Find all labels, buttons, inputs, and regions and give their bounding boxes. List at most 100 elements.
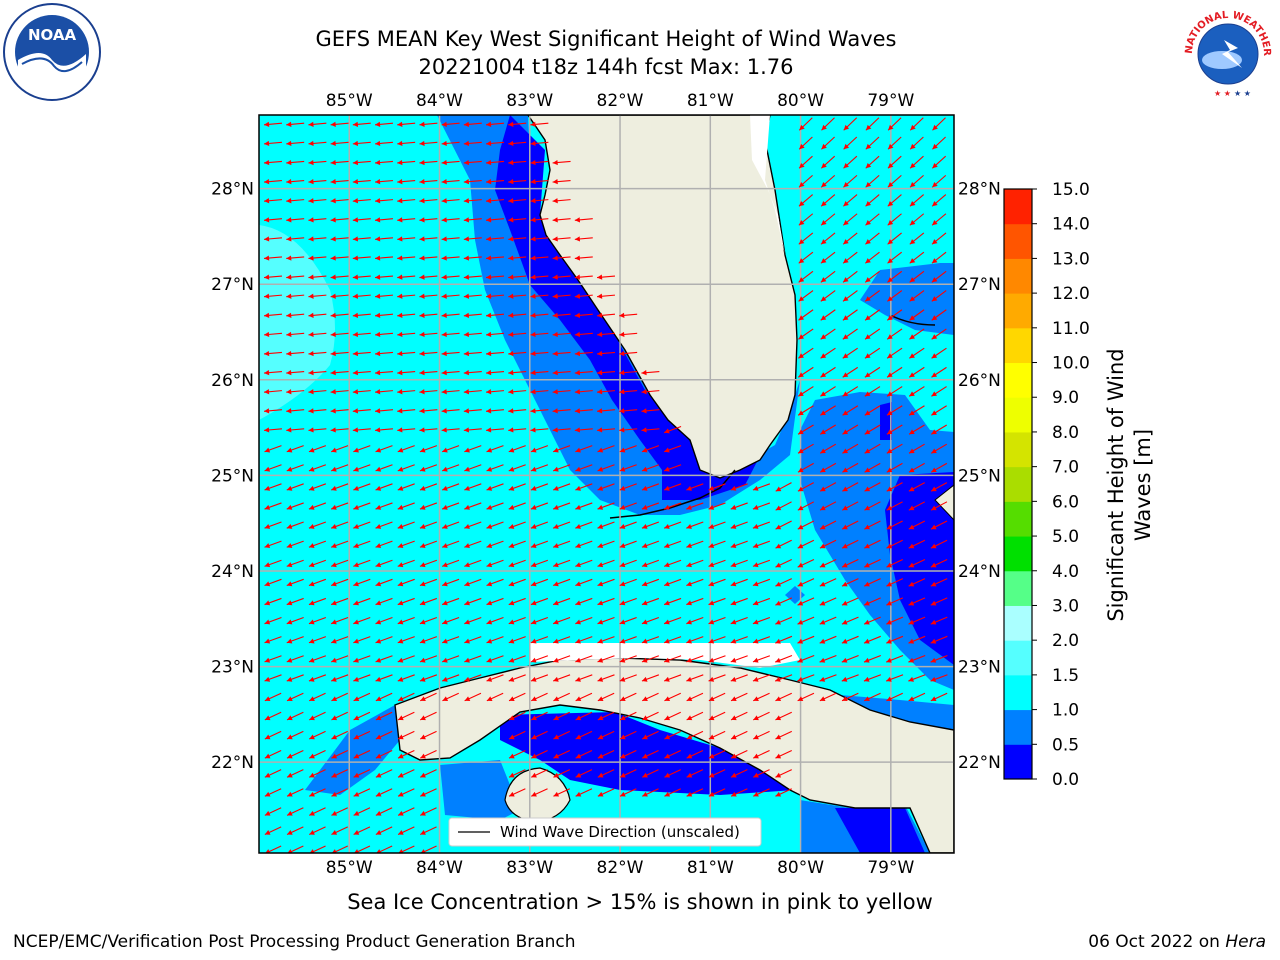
colorbar-tick-label: 0.0 <box>1052 770 1079 790</box>
wind-wave-arrow <box>463 389 482 395</box>
wind-wave-arrow <box>352 408 371 414</box>
wind-wave-arrow <box>397 179 416 185</box>
wind-wave-arrow <box>308 483 327 491</box>
wind-wave-arrow <box>932 117 946 131</box>
wind-wave-arrow <box>419 140 438 147</box>
wind-wave-arrow <box>463 427 482 433</box>
wind-wave-arrow <box>530 350 549 357</box>
wind-wave-arrow <box>886 558 903 568</box>
wind-wave-arrow <box>419 445 438 453</box>
wind-wave-arrow <box>841 578 859 587</box>
wind-wave-arrow <box>619 636 637 644</box>
wind-wave-arrow <box>864 539 881 549</box>
wind-wave-arrow <box>374 217 394 223</box>
wind-wave-arrow <box>330 578 349 587</box>
wind-wave-arrow <box>864 386 881 397</box>
wind-wave-arrow <box>485 140 505 147</box>
wind-wave-arrow <box>819 692 837 702</box>
wind-wave-arrow <box>575 445 593 453</box>
wind-wave-arrow <box>797 635 815 644</box>
wave-band-bahamas <box>860 263 954 335</box>
wave-band-yucatan <box>305 705 400 795</box>
wind-wave-arrow <box>619 788 637 797</box>
wind-wave-arrow <box>374 236 394 242</box>
wind-wave-arrow <box>308 331 327 338</box>
wind-wave-arrow <box>486 692 504 702</box>
wind-wave-arrow <box>708 655 726 663</box>
wind-wave-arrow <box>641 674 660 682</box>
wind-wave-arrow <box>485 198 505 204</box>
wind-wave-arrow <box>485 274 505 280</box>
wind-wave-arrow <box>374 312 394 318</box>
wind-wave-arrow <box>575 464 593 472</box>
wind-wave-arrow <box>909 347 925 359</box>
wind-wave-arrow <box>886 424 903 435</box>
wind-wave-arrow <box>619 464 637 472</box>
wind-wave-arrow <box>530 140 549 147</box>
wind-wave-arrow <box>264 788 282 797</box>
colorbar-tick-label: 10.0 <box>1052 354 1090 374</box>
wind-wave-arrow <box>264 674 282 682</box>
wind-wave-arrow <box>353 655 371 663</box>
wind-wave-arrow <box>552 597 571 606</box>
wind-wave-arrow <box>463 293 482 299</box>
wind-wave-arrow <box>932 136 946 150</box>
wind-wave-arrow <box>864 424 881 435</box>
wind-wave-arrow <box>663 426 682 434</box>
wind-wave-arrow <box>575 692 593 702</box>
wind-wave-arrow <box>730 502 748 510</box>
wind-wave-arrow <box>397 236 416 242</box>
wind-wave-arrow <box>420 692 437 702</box>
wind-wave-arrow <box>331 769 348 778</box>
wind-wave-arrow <box>308 578 327 587</box>
wind-wave-arrow <box>531 749 548 759</box>
wind-wave-arrow <box>821 136 835 150</box>
wind-wave-arrow <box>931 347 947 359</box>
wind-wave-arrow <box>820 328 836 340</box>
wind-wave-arrow <box>508 521 526 529</box>
wind-wave-arrow <box>264 617 282 625</box>
wind-wave-arrow <box>397 198 416 204</box>
wind-wave-arrow <box>330 179 349 185</box>
wind-wave-arrow <box>641 578 660 587</box>
wind-wave-arrow <box>641 636 660 644</box>
wind-wave-arrow <box>775 730 792 740</box>
wind-wave-arrow <box>441 578 460 587</box>
wind-wave-arrow <box>575 597 593 606</box>
wind-wave-arrow <box>486 655 504 663</box>
wind-wave-arrow <box>397 636 415 644</box>
wind-wave-arrow <box>486 617 504 625</box>
wind-wave-arrow <box>486 540 504 549</box>
wind-wave-arrow <box>286 692 304 702</box>
wind-wave-arrow <box>597 597 615 606</box>
lat-label-right: 25°N <box>958 466 1001 486</box>
wind-wave-arrow <box>775 597 793 606</box>
colorbar-label-line1: Significant Height of Wind <box>1104 348 1128 621</box>
wind-wave-arrow <box>930 558 948 568</box>
colorbar-segment <box>1004 362 1032 398</box>
wind-wave-arrow <box>797 692 815 702</box>
wind-wave-arrow <box>464 483 482 491</box>
lat-label-right: 26°N <box>958 371 1001 391</box>
wind-wave-arrow <box>641 483 660 491</box>
wind-wave-arrow <box>819 674 837 682</box>
wind-wave-arrow <box>686 578 704 587</box>
wind-wave-arrow <box>352 121 371 127</box>
wind-wave-arrow <box>708 597 726 606</box>
lon-label-top: 80°W <box>777 91 824 111</box>
wind-wave-arrow <box>908 520 926 530</box>
wind-wave-arrow <box>663 559 682 568</box>
wind-wave-arrow <box>864 270 880 283</box>
wind-wave-arrow <box>575 769 593 778</box>
wind-wave-arrow <box>864 462 881 473</box>
wind-wave-arrow <box>286 350 305 357</box>
wind-wave-arrow <box>819 482 837 492</box>
wind-wave-arrow <box>820 386 836 397</box>
wind-wave-arrow <box>931 328 947 340</box>
wind-wave-arrow <box>264 483 282 491</box>
wind-wave-arrow <box>842 405 859 416</box>
wind-wave-arrow <box>441 559 460 568</box>
wind-wave-arrow <box>841 616 859 625</box>
wind-wave-arrow <box>419 255 438 261</box>
wind-wave-arrow <box>886 309 903 321</box>
